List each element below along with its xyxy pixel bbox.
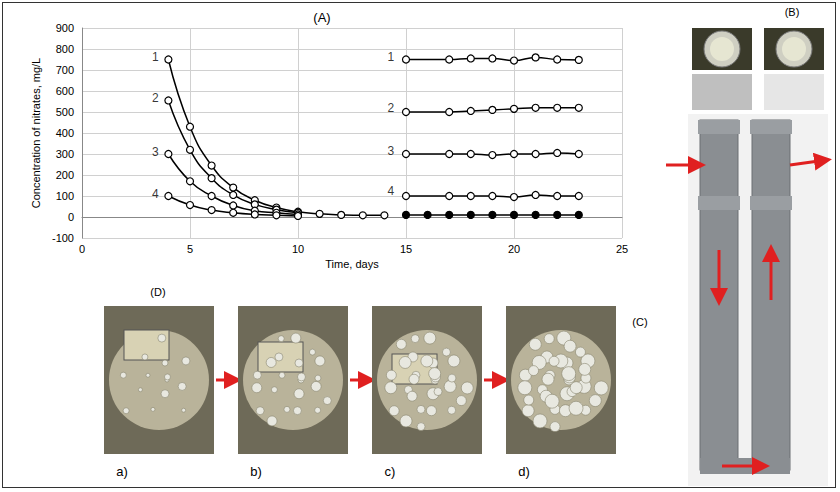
svg-text:400: 400 xyxy=(56,127,74,139)
svg-text:a): a) xyxy=(116,464,128,479)
svg-text:900: 900 xyxy=(56,22,74,34)
svg-text:b): b) xyxy=(250,464,262,479)
svg-text:15: 15 xyxy=(400,243,412,255)
svg-text:20: 20 xyxy=(508,243,520,255)
svg-text:4: 4 xyxy=(152,187,159,201)
svg-text:600: 600 xyxy=(56,85,74,97)
svg-text:(D): (D) xyxy=(150,286,165,298)
svg-text:5: 5 xyxy=(187,243,193,255)
svg-text:(C): (C) xyxy=(632,316,647,328)
svg-text:800: 800 xyxy=(56,43,74,55)
svg-text:-100: -100 xyxy=(52,232,74,244)
svg-text:200: 200 xyxy=(56,169,74,181)
svg-text:0: 0 xyxy=(79,243,85,255)
svg-text:(B): (B) xyxy=(785,6,800,18)
svg-text:25: 25 xyxy=(616,243,628,255)
svg-text:500: 500 xyxy=(56,106,74,118)
svg-text:300: 300 xyxy=(56,148,74,160)
svg-text:3: 3 xyxy=(152,145,159,159)
svg-text:d): d) xyxy=(518,464,530,479)
svg-text:c): c) xyxy=(385,464,396,479)
svg-text:1: 1 xyxy=(152,50,159,64)
svg-text:10: 10 xyxy=(292,243,304,255)
svg-text:4: 4 xyxy=(388,184,395,198)
svg-text:100: 100 xyxy=(56,190,74,202)
svg-text:3: 3 xyxy=(388,144,395,158)
svg-text:(A): (A) xyxy=(313,10,330,25)
svg-text:Time, days: Time, days xyxy=(325,258,379,270)
svg-text:Concentration of nitrates, mg/: Concentration of nitrates, mg/L xyxy=(30,58,42,208)
svg-text:2: 2 xyxy=(388,101,395,115)
svg-text:0: 0 xyxy=(68,211,74,223)
svg-text:700: 700 xyxy=(56,64,74,76)
svg-text:2: 2 xyxy=(152,91,159,105)
svg-text:1: 1 xyxy=(388,50,395,64)
